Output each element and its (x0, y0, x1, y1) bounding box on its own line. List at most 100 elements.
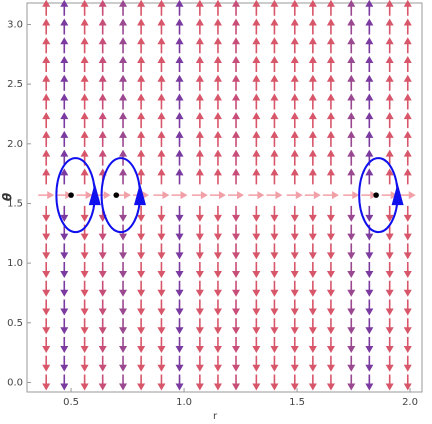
vector-arrow (60, 37, 69, 54)
vector-arrow (270, 130, 279, 147)
vector-arrow (98, 280, 107, 297)
vector-arrow (175, 205, 184, 222)
vector-arrow (42, 280, 51, 297)
vector-arrow (157, 168, 166, 185)
vector-arrow (42, 130, 51, 147)
vector-arrow (137, 224, 146, 241)
vector-arrow (195, 112, 204, 129)
vector-arrow (60, 318, 69, 335)
orbit-arrowhead (88, 183, 101, 206)
vector-arrow (157, 55, 166, 72)
vector-arrow (385, 336, 394, 353)
vector-arrow (98, 18, 107, 35)
vector-arrow (60, 336, 69, 353)
vector-arrow (290, 336, 299, 353)
y-tick-label: 1.0 (7, 258, 23, 269)
vector-arrow (60, 224, 69, 241)
vector-arrow (213, 243, 222, 260)
vector-arrow (308, 168, 317, 185)
vector-arrow (195, 262, 204, 279)
vector-arrow (175, 130, 184, 147)
vector-arrow (42, 205, 51, 222)
vector-arrow (195, 355, 204, 372)
x-tick-label: 1.5 (289, 397, 305, 408)
vector-arrow (76, 191, 93, 200)
vector-arrow (326, 55, 335, 72)
vector-arrow (175, 280, 184, 297)
vector-arrow (326, 168, 335, 185)
vector-arrow (270, 355, 279, 372)
vector-arrow (175, 336, 184, 353)
vector-arrow (195, 55, 204, 72)
vector-arrow (119, 374, 128, 391)
vector-arrow (175, 243, 184, 260)
vector-arrow (252, 205, 261, 222)
vector-arrow (80, 168, 89, 185)
vector-arrow (347, 280, 356, 297)
vector-arrow (365, 112, 374, 129)
vector-arrow (347, 37, 356, 54)
vector-arrow (308, 74, 317, 91)
vector-arrow (195, 318, 204, 335)
vector-arrow (137, 149, 146, 166)
vector-arrow (403, 130, 412, 147)
vector-arrow (213, 374, 222, 391)
vector-arrow (308, 18, 317, 35)
vector-arrow (385, 299, 394, 316)
vector-arrow (232, 299, 241, 316)
vector-arrow (403, 37, 412, 54)
vector-arrow (290, 37, 299, 54)
vector-arrow (252, 299, 261, 316)
vector-arrow (252, 112, 261, 129)
vector-arrow (171, 191, 188, 200)
vector-arrow (290, 0, 299, 16)
vector-arrow (80, 93, 89, 110)
orbit-arrowhead (391, 183, 404, 206)
vector-arrow (137, 262, 146, 279)
vector-arrow (80, 112, 89, 129)
vector-arrow (252, 37, 261, 54)
vector-arrow (175, 93, 184, 110)
vector-arrow (248, 191, 265, 200)
vector-arrow (347, 112, 356, 129)
vector-arrow (326, 37, 335, 54)
vector-arrow (385, 74, 394, 91)
vector-arrow (137, 112, 146, 129)
vector-arrow (343, 191, 360, 200)
vector-arrow (213, 130, 222, 147)
vector-arrow (347, 168, 356, 185)
vector-arrow (195, 374, 204, 391)
vector-arrow (42, 149, 51, 166)
vector-arrow (213, 224, 222, 241)
x-tick-label: 0.5 (63, 397, 79, 408)
vector-arrow (232, 112, 241, 129)
vector-arrow (399, 191, 416, 200)
vector-arrow (290, 168, 299, 185)
vector-arrow (308, 336, 317, 353)
vector-arrow (232, 336, 241, 353)
vector-arrow (80, 355, 89, 372)
vector-arrow (252, 0, 261, 16)
vector-arrow (403, 168, 412, 185)
vector-arrow (157, 318, 166, 335)
vector-arrow (403, 205, 412, 222)
vector-arrow (326, 224, 335, 241)
vector-arrow (365, 355, 374, 372)
vector-arrow (347, 205, 356, 222)
vector-arrow (252, 262, 261, 279)
vector-arrow (326, 205, 335, 222)
vector-arrow (42, 93, 51, 110)
vector-arrow (80, 18, 89, 35)
vector-arrow (252, 224, 261, 241)
vector-arrow (232, 355, 241, 372)
vector-arrow (213, 262, 222, 279)
vector-arrow (365, 168, 374, 185)
vector-arrow (270, 374, 279, 391)
vector-arrow (195, 74, 204, 91)
vector-arrow (213, 18, 222, 35)
vector-arrow (290, 130, 299, 147)
vector-arrow (385, 112, 394, 129)
vector-arrow (232, 18, 241, 35)
vector-arrow (365, 243, 374, 260)
vector-arrow (228, 191, 245, 200)
